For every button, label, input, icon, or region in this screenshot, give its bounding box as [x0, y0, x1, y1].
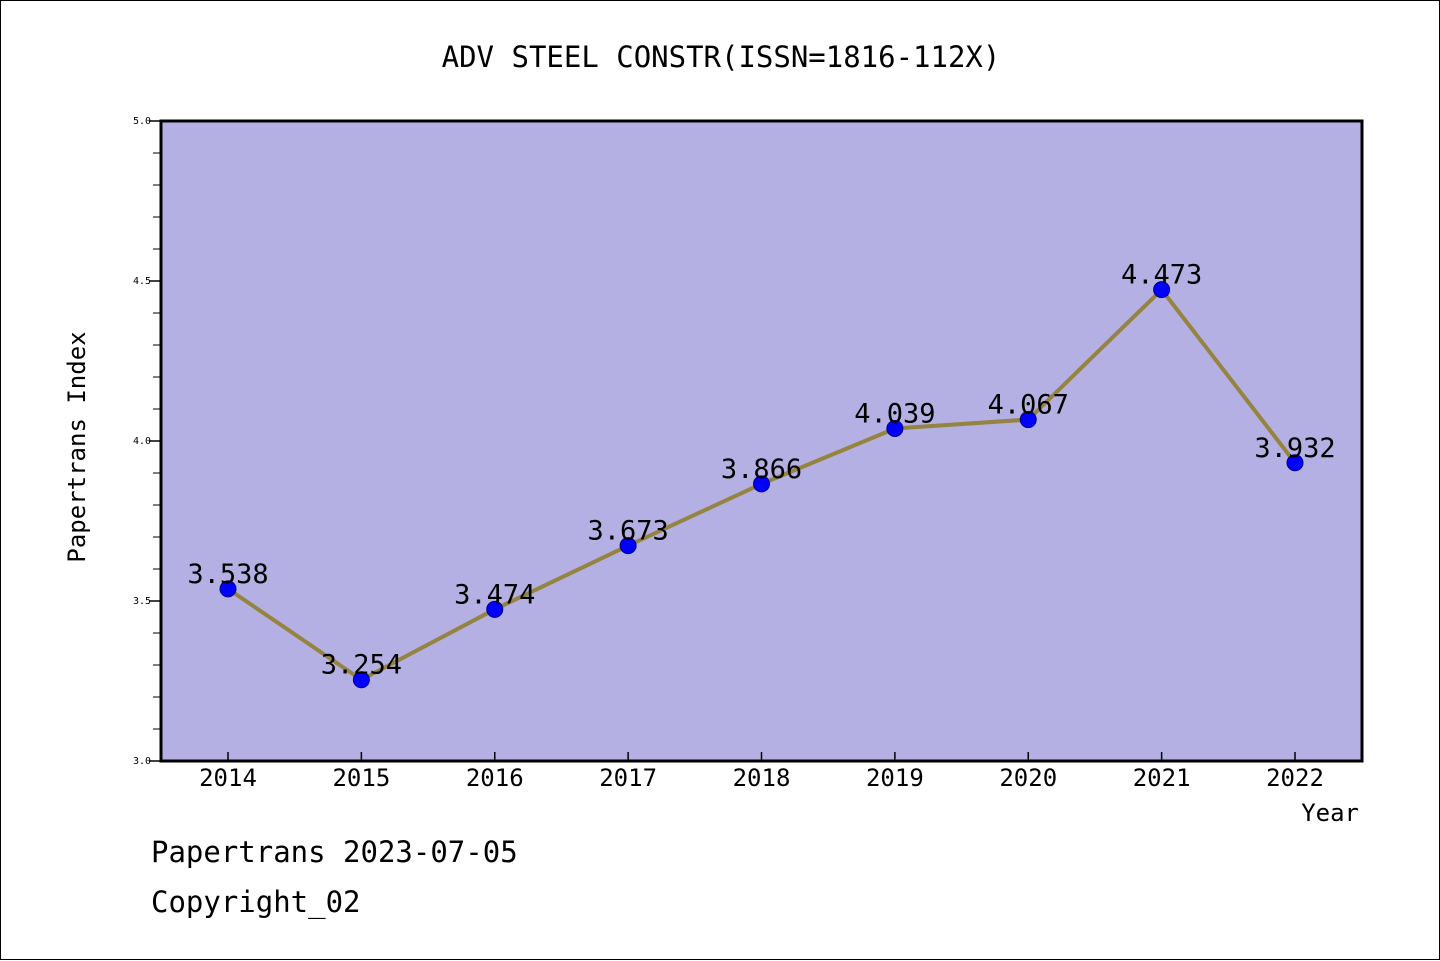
y-tick-labels: 3.0 3.5 4.0 4.5 5.0 [133, 116, 151, 767]
y-tick-label: 3.0 [133, 756, 151, 767]
data-label: 3.932 [1254, 433, 1335, 464]
y-tick-label: 3.5 [133, 596, 151, 607]
chart-title: ADV STEEL CONSTR(ISSN=1816-112X) [442, 40, 1001, 74]
data-point-marker [486, 600, 504, 618]
data-point-marker [1286, 454, 1304, 472]
data-label: 4.067 [988, 390, 1069, 421]
data-label: 3.866 [721, 454, 802, 485]
data-point-marker [1153, 281, 1171, 299]
y-tick-label: 5.0 [133, 116, 151, 127]
y-tick-label: 4.5 [133, 276, 151, 287]
data-labels: 3.538 3.254 3.474 3.673 3.866 4.039 4.067 4.473… [187, 260, 1335, 681]
footer-copyright: Copyright_02 [151, 885, 361, 919]
data-label: 4.473 [1121, 260, 1202, 291]
x-tick-label: 2020 [999, 764, 1057, 792]
x-axis-label: Year [1301, 799, 1359, 827]
x-tick-label: 2016 [466, 764, 524, 792]
data-label: 4.039 [854, 399, 935, 430]
x-tick-label: 2017 [599, 764, 657, 792]
data-label: 3.538 [187, 559, 268, 590]
y-major-ticks [149, 120, 161, 762]
data-point-marker [352, 671, 370, 689]
y-tick-label: 4.0 [133, 436, 151, 447]
plot-border [159, 119, 1364, 763]
data-label: 3.474 [454, 579, 535, 610]
x-tick-labels: 2014 2015 2016 2017 2018 2019 2020 2021 2022 [199, 764, 1324, 792]
y-axis-label: Papertrans Index [63, 331, 91, 562]
data-point-marker [1019, 411, 1037, 429]
data-point-marker [753, 475, 770, 493]
x-tick-label: 2014 [199, 764, 257, 792]
x-tick-label: 2018 [733, 764, 791, 792]
x-tick-label: 2022 [1266, 764, 1324, 792]
footer-publisher-date: Papertrans 2023-07-05 [151, 835, 518, 869]
data-point-marker [886, 420, 904, 438]
data-point-marker [219, 580, 237, 598]
data-point-marker [619, 537, 637, 555]
series-markers [219, 281, 1304, 689]
x-tick-label: 2015 [332, 764, 390, 792]
data-label: 3.673 [587, 516, 668, 547]
data-label: 3.254 [321, 650, 402, 681]
plot-area [161, 121, 1362, 761]
x-tick-label: 2019 [866, 764, 924, 792]
x-tick-label: 2021 [1133, 764, 1191, 792]
